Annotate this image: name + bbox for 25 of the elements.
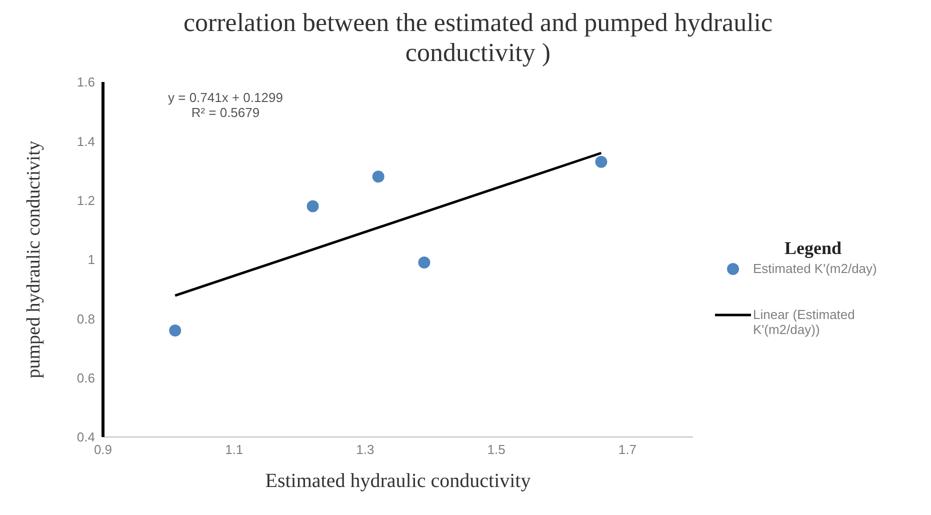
point (418, 256, 430, 268)
annotation: R² = 0.5679 (190, 105, 261, 120)
y-tick-label: 1.4 (76, 134, 95, 149)
x-tick-label: 1.3 (356, 442, 374, 458)
annotation: y = 0.741x + 0.1299 (168, 90, 283, 105)
x-tick-label: 1.1 (225, 442, 244, 458)
x-tick-label: 1.7 (618, 442, 636, 458)
x-axis-title: Estimated hydraulic conductivity (265, 470, 531, 492)
y-tick-label: 1 (88, 252, 95, 268)
x-tick-label: 0.9 (94, 442, 112, 458)
y-tick-label: 0.4 (76, 430, 95, 445)
chart-title: correlation between the estimated and pumped hydraulic conductivity ) (182, 8, 774, 69)
point (595, 156, 608, 168)
y-tick-label: 1.6 (76, 74, 95, 90)
point (372, 170, 384, 183)
y-tick-label: 1.2 (76, 192, 95, 208)
y-axis-title: pumped hydraulic conductivity (24, 140, 45, 378)
point (306, 200, 319, 212)
legend-label: Estimated K'(m2/day) (753, 260, 877, 276)
x-tick-label: 1.5 (487, 442, 506, 458)
legend-title: Legend (783, 238, 842, 258)
y-tick-label: 0.6 (76, 370, 95, 386)
y-tick-label: 0.8 (76, 311, 95, 326)
legend-label: Linear (Estimated K'(m2/day)) (753, 306, 856, 336)
point (169, 324, 182, 336)
